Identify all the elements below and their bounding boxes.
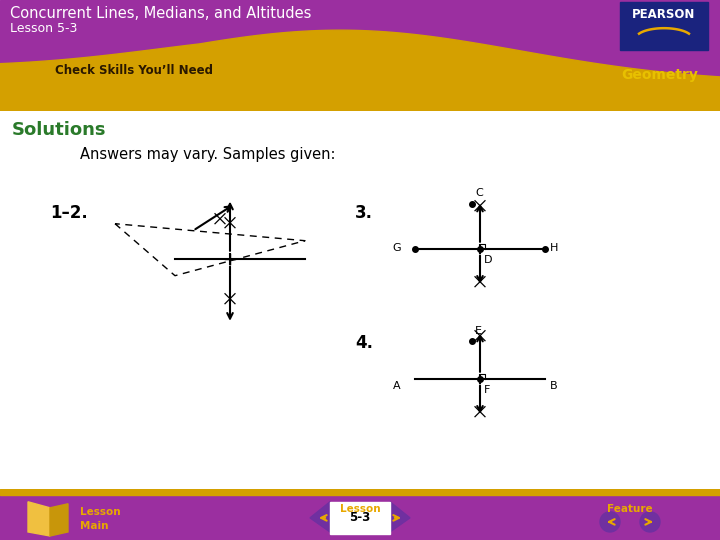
Text: B: B: [550, 381, 557, 391]
Text: F: F: [484, 384, 490, 395]
Text: G: G: [392, 242, 401, 253]
Text: Solutions: Solutions: [12, 121, 107, 139]
Bar: [0, 489, 720, 495]
Polygon shape: [310, 502, 330, 532]
Text: Lesson 5-3: Lesson 5-3: [10, 22, 77, 35]
Text: Check Skills You’ll Need: Check Skills You’ll Need: [55, 64, 213, 77]
Circle shape: [600, 512, 620, 532]
Text: 4.: 4.: [355, 334, 373, 352]
Text: PEARSON: PEARSON: [632, 8, 696, 21]
Text: Feature: Feature: [607, 504, 653, 514]
Bar: [0, 495, 720, 540]
Text: Concurrent Lines, Medians, and Altitudes: Concurrent Lines, Medians, and Altitudes: [10, 6, 311, 21]
Text: Answers may vary. Samples given:: Answers may vary. Samples given:: [80, 147, 336, 161]
Text: Geometry: Geometry: [621, 69, 698, 83]
Polygon shape: [50, 504, 68, 536]
Text: 1–2.: 1–2.: [50, 204, 88, 222]
Text: C: C: [475, 188, 482, 198]
Polygon shape: [390, 502, 410, 532]
Text: A: A: [393, 381, 401, 391]
Text: 5-3: 5-3: [349, 511, 371, 524]
Text: Main: Main: [80, 521, 109, 531]
Text: Lesson: Lesson: [340, 504, 380, 514]
Bar: [330, 502, 390, 534]
Text: Lesson: Lesson: [80, 507, 121, 517]
Circle shape: [640, 512, 660, 532]
Polygon shape: [28, 502, 50, 536]
Text: E: E: [475, 326, 482, 336]
Text: D: D: [484, 255, 492, 265]
Polygon shape: [0, 30, 720, 111]
Text: H: H: [550, 242, 559, 253]
Text: 3.: 3.: [355, 204, 373, 222]
Bar: [620, 2, 708, 50]
